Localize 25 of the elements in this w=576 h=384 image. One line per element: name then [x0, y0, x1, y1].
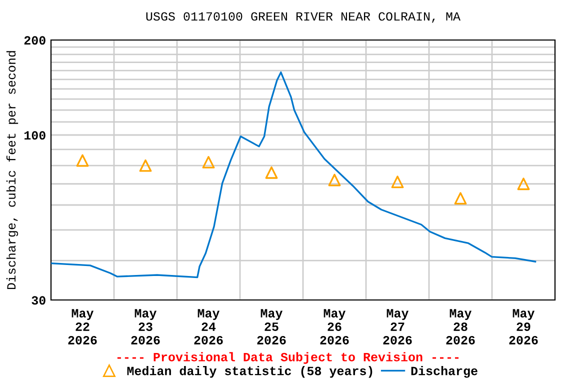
- chart-title: USGS 01170100 GREEN RIVER NEAR COLRAIN, MA: [146, 12, 461, 23]
- point: [328, 174, 341, 186]
- point: [202, 156, 215, 168]
- line-series: [51, 71, 536, 278]
- point: [76, 154, 89, 167]
- point: [139, 159, 152, 172]
- text: ---- Provisional Data Subject to Revision ----: [117, 352, 459, 364]
- legend-label: Median daily statistic (58 years): [127, 366, 372, 378]
- x-tick-label: May 22 2026: [68, 309, 97, 344]
- point: [517, 178, 530, 190]
- legend-label: Discharge: [411, 366, 478, 378]
- x-tick-label: May 24 2026: [194, 309, 223, 344]
- point: [454, 192, 467, 205]
- x-tick-label: May 27 2026: [383, 309, 412, 344]
- point: [265, 166, 278, 179]
- point: [391, 176, 404, 188]
- x-tick-label: May 23 2026: [131, 309, 160, 344]
- x-tick-label: May 29 2026: [509, 309, 538, 344]
- y-tick-label: 100: [24, 131, 46, 140]
- x-tick-label: May 26 2026: [320, 309, 349, 344]
- y-tick-label: 30: [32, 296, 46, 305]
- y-tick-label: 200: [24, 36, 46, 45]
- y-axis-title: Discharge, cubic feet per second: [6, 51, 18, 290]
- x-tick-label: May 28 2026: [446, 309, 475, 344]
- x-tick-label: May 25 2026: [257, 309, 286, 344]
